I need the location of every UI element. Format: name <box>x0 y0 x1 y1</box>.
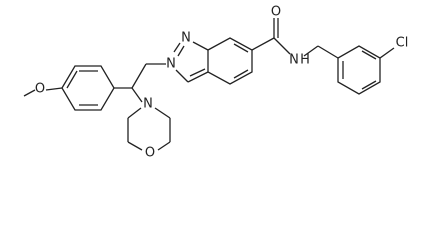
structure: O N N O N H Cl N O <box>23 5 408 161</box>
atom-labels: O N N O N H Cl N O <box>35 5 408 161</box>
atom-label: N <box>143 97 153 112</box>
bonds <box>23 18 395 151</box>
atom-label: N <box>181 31 191 46</box>
atom-label: N <box>289 53 299 68</box>
atom-label: Cl <box>396 36 409 51</box>
atom-label: H <box>300 53 310 68</box>
atom-label: N <box>166 57 176 72</box>
atom-label: O <box>271 5 281 20</box>
atom-label: O <box>35 82 45 97</box>
atom-label: O <box>145 146 155 161</box>
